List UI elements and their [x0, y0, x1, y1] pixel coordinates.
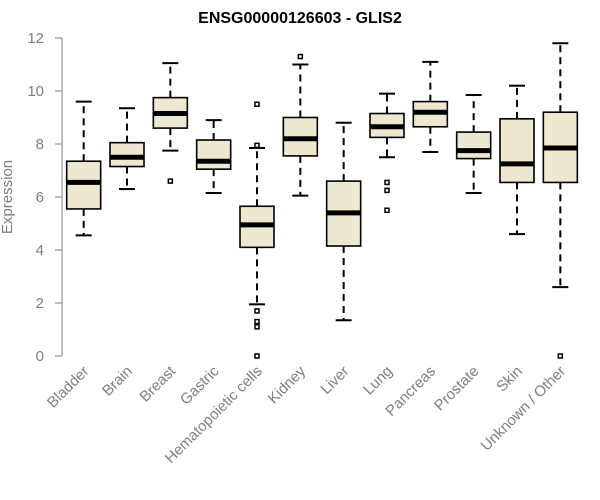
box-lung: [369, 92, 405, 213]
x-tick-label: Brain: [99, 363, 136, 400]
outlier-point: [254, 308, 260, 314]
box-liver: [325, 121, 362, 322]
iqr-box: [455, 131, 492, 160]
outlier-point: [254, 324, 260, 330]
x-tick-label: Skin: [493, 363, 526, 396]
x-tick-label: Lung: [360, 363, 396, 399]
box-series: [65, 42, 579, 359]
y-tick-label: 8: [36, 136, 44, 153]
box-skin: [499, 84, 535, 236]
y-tick-label: 10: [27, 83, 44, 100]
outlier-point: [254, 142, 260, 149]
box-kidney: [282, 53, 319, 197]
outlier-point: [254, 101, 260, 107]
outlier-point: [384, 187, 390, 194]
iqr-box: [499, 118, 535, 184]
outlier-point: [384, 207, 390, 213]
chart-title: ENSG00000126603 - GLIS2: [198, 10, 402, 27]
box-prostate: [455, 93, 492, 195]
y-tick-label: 4: [36, 242, 44, 259]
box-brain: [109, 107, 145, 191]
outlier-point: [384, 179, 390, 186]
box-pancreas: [412, 60, 449, 153]
box-hematopoietic-cells: [239, 101, 275, 359]
box-breast: [152, 62, 189, 184]
y-tick-label: 2: [36, 295, 44, 312]
box-unknown-other: [542, 42, 579, 359]
x-tick-label: Kidney: [265, 362, 310, 407]
y-axis-label: Expression: [0, 160, 16, 234]
iqr-box: [109, 141, 145, 168]
x-tick-label: Bladder: [44, 363, 93, 412]
outlier-point: [297, 53, 304, 60]
iqr-box: [195, 139, 232, 170]
outlier-point: [254, 318, 260, 325]
outlier-point: [167, 178, 174, 184]
outlier-point: [254, 353, 260, 359]
y-tick-label: 0: [36, 348, 44, 365]
x-tick-label: Liver: [317, 363, 352, 398]
y-tick-label: 6: [36, 189, 44, 206]
y-tick-label: 12: [27, 30, 44, 47]
box-bladder: [65, 100, 102, 237]
y-axis: 0 2 4 6 8 10 12: [27, 30, 63, 365]
box-gastric: [195, 119, 232, 195]
outlier-point: [557, 353, 564, 359]
x-tick-label: Prostate: [431, 363, 483, 415]
iqr-box: [65, 160, 102, 210]
x-tick-label: Breast: [136, 362, 179, 405]
